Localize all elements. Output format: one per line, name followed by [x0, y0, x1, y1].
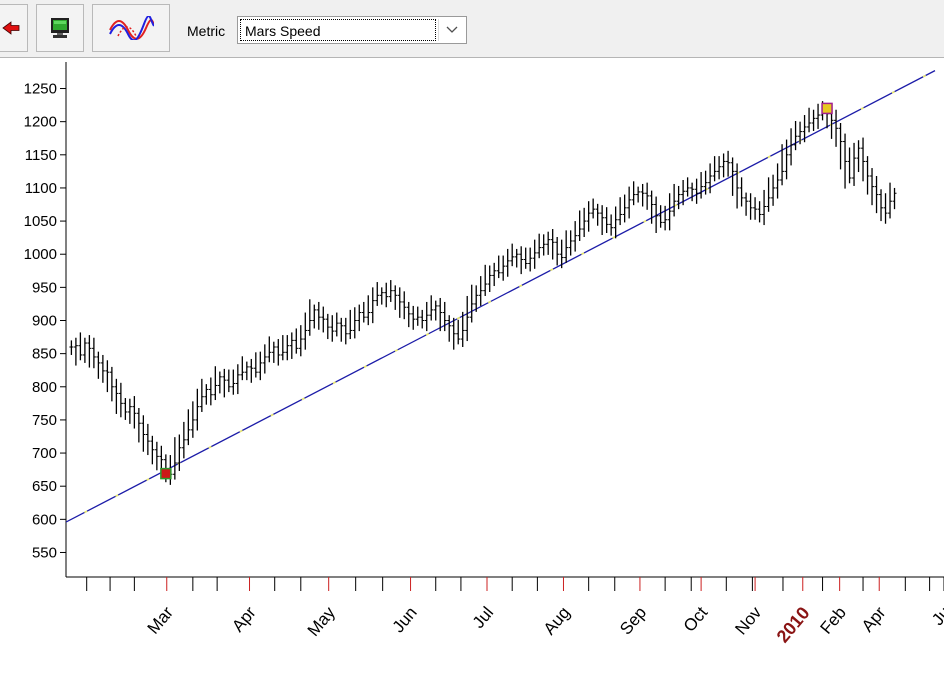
x-tick-label: Oct — [680, 603, 712, 636]
x-tick-label: Sep — [616, 603, 650, 638]
back-button[interactable] — [0, 4, 28, 52]
x-tick-label: Jul — [469, 603, 498, 632]
red-arrow-left-icon — [2, 21, 20, 35]
display-button[interactable] — [36, 4, 84, 52]
mars-speed-line-dash — [66, 69, 936, 523]
y-tick-label: 1100 — [25, 180, 57, 197]
y-tick-label: 650 — [32, 478, 57, 495]
x-tick-label: Nov — [731, 603, 765, 639]
y-tick-label: 850 — [32, 346, 57, 363]
x-tick-label: Jun — [389, 603, 421, 636]
high-marker — [821, 102, 833, 115]
low-marker — [160, 467, 172, 480]
y-tick-label: 1000 — [24, 246, 57, 263]
y-tick-label: 1150 — [25, 147, 57, 164]
y-tick-label: 950 — [32, 279, 57, 296]
sine-wave-icon — [109, 16, 154, 40]
price-chart[interactable]: 550 600 650 700 750 800 850 900 950 1000 1050 1100 1… — [0, 58, 944, 678]
metric-select[interactable]: Mars Speed — [237, 16, 467, 44]
y-tick-label: 1050 — [24, 213, 57, 230]
y-tick-label: 900 — [32, 313, 57, 330]
x-tick-label: May — [304, 603, 340, 640]
x-tick-label: Apr — [858, 603, 890, 636]
y-tick-label: 550 — [32, 544, 57, 561]
wave-overlay-button[interactable] — [92, 4, 170, 52]
y-tick-label: 700 — [32, 445, 57, 462]
y-tick-label: 800 — [32, 379, 57, 396]
monitor-icon — [51, 18, 69, 38]
x-tick-label: Ju — [928, 603, 944, 629]
y-tick-label: 750 — [32, 412, 57, 429]
x-tick-label: Feb — [817, 603, 850, 638]
mars-speed-line — [66, 70, 936, 523]
y-tick-label: 600 — [32, 511, 57, 528]
chevron-down-icon[interactable] — [438, 19, 465, 41]
metric-label: Metric — [187, 23, 226, 39]
x-tick-label: Apr — [228, 603, 260, 636]
metric-select-value: Mars Speed — [245, 23, 321, 39]
toolbar: Metric Mars Speed — [0, 0, 944, 58]
x-tick-label: Aug — [540, 603, 574, 638]
x-tick-label: 2010 — [773, 603, 814, 647]
plot-area — [66, 69, 936, 523]
x-tick-label: Mar — [144, 603, 178, 638]
y-tick-label: 1200 — [24, 114, 57, 131]
y-tick-label: 1250 — [24, 81, 57, 98]
